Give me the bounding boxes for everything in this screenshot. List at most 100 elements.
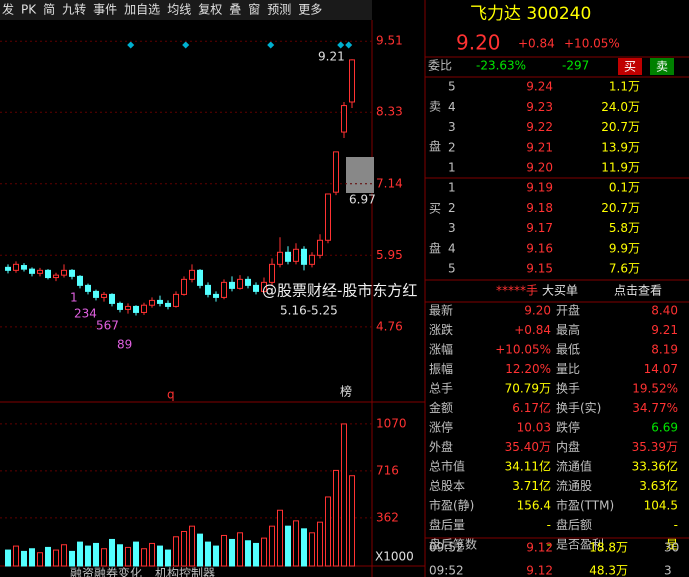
watermark: @股票财经-股市东方红 (262, 282, 417, 300)
buy-button[interactable]: 买 (624, 60, 636, 74)
candle-body (349, 59, 355, 103)
candle-body (317, 239, 323, 256)
candle-body (205, 284, 211, 295)
price: 9.20 (456, 31, 501, 55)
volume-bar (117, 544, 123, 567)
annotation: 5.16-5.25 (280, 304, 338, 318)
trade-volume: 18.8万 (589, 541, 628, 555)
highlight-box (346, 157, 374, 193)
stat-value: 33.36亿 (632, 459, 678, 474)
level-price: 9.20 (526, 161, 553, 175)
volume-bar (77, 541, 83, 567)
stat-label: 涨幅 (429, 342, 453, 357)
candle-body (141, 304, 147, 313)
tab[interactable]: 融资融券变化 (70, 566, 142, 577)
stat-value: 6.69 (651, 421, 678, 435)
volume-bar (325, 496, 331, 567)
stat-value: 3.71亿 (512, 478, 551, 493)
level-volume: 0.1万 (609, 181, 640, 195)
stat-label: 振幅 (429, 361, 453, 376)
level-price: 9.19 (526, 181, 553, 195)
level-volume: 7.6万 (609, 262, 640, 276)
volume-bar (221, 534, 227, 567)
volume-bar (45, 546, 51, 567)
stat-value: 104.5 (644, 499, 678, 513)
trade-count: 3 (664, 564, 672, 577)
y-tick-label: 4.76 (376, 319, 403, 333)
candle-body (101, 293, 107, 298)
volume-bar (5, 549, 11, 567)
toolbar-button[interactable]: 九转 (62, 2, 86, 17)
sell-button[interactable]: 卖 (656, 60, 668, 74)
level-volume: 24.0万 (601, 100, 640, 114)
toolbar-button[interactable]: 简 (43, 3, 55, 17)
toolbar-button[interactable]: 均线 (167, 3, 191, 17)
stat-value: 70.79万 (505, 382, 551, 396)
stat-label: 总市值 (429, 459, 465, 474)
volume-bar (141, 548, 147, 567)
stat-label: 盘后量 (429, 517, 465, 532)
volume-bar (309, 532, 315, 567)
stat-label: 最低 (556, 343, 580, 357)
candle-body (117, 302, 123, 310)
toolbar-button[interactable]: 发 (2, 2, 14, 17)
volume-bar (269, 525, 275, 567)
candle-body (325, 193, 331, 241)
volume-bar (173, 536, 179, 567)
volume-bar (261, 537, 267, 567)
toolbar-button[interactable]: 复权 (198, 3, 222, 17)
candle-body (213, 293, 219, 298)
stat-label: 总股本 (429, 479, 465, 493)
y-tick-label: 7.14 (376, 176, 403, 190)
volume-bar (109, 538, 115, 567)
trade-price: 9.12 (526, 564, 553, 577)
toolbar-button[interactable]: 更多 (298, 3, 322, 17)
toolbar-button[interactable]: PK (21, 3, 37, 17)
level-price: 9.16 (526, 241, 553, 255)
stat-label: 换手 (556, 382, 580, 396)
candle-body (77, 275, 83, 286)
stat-label: 开盘 (556, 303, 580, 318)
stat-label: 市盈(静) (429, 498, 474, 513)
change-pct: +10.05% (564, 37, 620, 51)
volume-bar (13, 545, 19, 567)
candle-body (165, 302, 171, 307)
stat-value: 9.21 (651, 323, 678, 337)
stat-value: 12.20% (505, 362, 551, 376)
stat-value: 35.40万 (505, 440, 551, 454)
volume-bar (197, 533, 203, 567)
toolbar-button[interactable]: 窗 (248, 3, 260, 17)
volume-bar (341, 423, 347, 567)
trade-volume: 48.3万 (589, 564, 628, 577)
candle-body (309, 254, 315, 265)
toolbar-button[interactable]: 事件 (93, 3, 117, 17)
trade-time: 09:52 (429, 564, 464, 577)
ratio: -23.63% (476, 59, 526, 73)
candle-body (149, 299, 155, 306)
candle-body (21, 265, 27, 270)
level-volume: 11.9万 (601, 161, 640, 175)
candle-body (29, 268, 35, 274)
candle-body (133, 305, 139, 313)
stat-label: 金额 (429, 400, 453, 415)
level: 1 (448, 161, 456, 175)
candle-body (285, 251, 291, 262)
candle-body (53, 274, 59, 279)
volume-bar (165, 549, 171, 567)
toolbar-button[interactable]: 加自选 (124, 3, 160, 17)
tab[interactable]: 机构控制器 (155, 566, 215, 577)
stat-value: 6.17亿 (512, 400, 551, 415)
volume-bar (125, 546, 131, 567)
volume-bar (181, 530, 187, 567)
stat-value: +0.84 (514, 323, 551, 337)
stat-label: 盘后笔数 (429, 537, 477, 552)
candle-body (221, 281, 227, 298)
annotation: 567 (96, 319, 119, 333)
banner[interactable]: 点击查看 (614, 284, 662, 298)
level: 1 (448, 181, 456, 195)
toolbar-button[interactable]: 叠 (229, 3, 241, 17)
toolbar-button[interactable]: 预测 (267, 3, 291, 17)
candle-body (45, 269, 51, 279)
candle-body (293, 248, 299, 262)
stat-label: 涨跌 (429, 322, 453, 337)
